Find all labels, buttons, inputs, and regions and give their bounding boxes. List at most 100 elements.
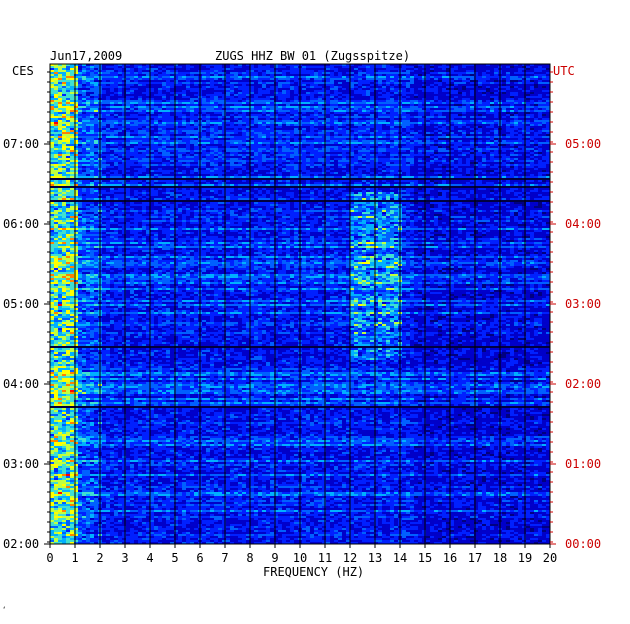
spectrogram-cell xyxy=(78,156,82,158)
spectrogram-cell xyxy=(230,126,234,128)
spectrogram-cell xyxy=(178,84,182,86)
spectrogram-cell xyxy=(130,154,134,156)
spectrogram-cell xyxy=(430,156,434,158)
spectrogram-cell xyxy=(158,118,162,120)
spectrogram-cell xyxy=(410,112,414,114)
spectrogram-cell xyxy=(402,116,406,118)
spectrogram-cell xyxy=(534,124,538,126)
spectrogram-cell xyxy=(266,132,270,134)
spectrogram-cell xyxy=(538,118,542,120)
spectrogram-cell xyxy=(90,74,94,76)
spectrogram-cell xyxy=(534,104,538,106)
spectrogram-cell xyxy=(62,96,66,98)
spectrogram-cell xyxy=(338,150,342,152)
spectrogram-cell xyxy=(150,128,154,130)
spectrogram-cell xyxy=(102,140,106,142)
spectrogram-cell xyxy=(302,112,306,114)
spectrogram-cell xyxy=(210,156,214,158)
spectrogram-cell xyxy=(214,138,218,140)
spectrogram-cell xyxy=(162,106,166,108)
spectrogram-cell xyxy=(402,132,406,134)
spectrogram-cell xyxy=(126,122,130,124)
spectrogram-cell xyxy=(158,138,162,140)
spectrogram-cell xyxy=(430,102,434,104)
spectrogram-cell xyxy=(158,146,162,148)
spectrogram-cell xyxy=(306,102,310,104)
spectrogram-cell xyxy=(62,124,66,126)
spectrogram-cell xyxy=(166,66,170,68)
spectrogram-cell xyxy=(494,72,498,74)
spectrogram-cell xyxy=(66,142,70,144)
spectrogram-cell xyxy=(66,78,70,80)
spectrogram-cell xyxy=(378,90,382,92)
spectrogram-cell xyxy=(190,114,194,116)
spectrogram-cell xyxy=(418,146,422,148)
spectrogram-cell xyxy=(414,72,418,74)
spectrogram-cell xyxy=(490,154,494,156)
spectrogram-cell xyxy=(82,106,86,108)
spectrogram-cell xyxy=(366,152,370,154)
spectrogram-cell xyxy=(130,76,134,78)
spectrogram-cell xyxy=(58,110,62,112)
spectrogram-cell xyxy=(158,90,162,92)
spectrogram-cell xyxy=(190,142,194,144)
spectrogram-cell xyxy=(90,156,94,158)
spectrogram-cell xyxy=(490,76,494,78)
spectrogram-cell xyxy=(370,130,374,132)
spectrogram-cell xyxy=(350,138,354,140)
spectrogram-cell xyxy=(358,112,362,114)
spectrogram-cell xyxy=(438,148,442,150)
spectrogram-cell xyxy=(502,72,506,74)
spectrogram-cell xyxy=(66,112,70,114)
spectrogram-cell xyxy=(54,108,58,110)
spectrogram-cell xyxy=(302,98,306,100)
spectrogram-cell xyxy=(146,74,150,76)
spectrogram-cell xyxy=(454,136,458,138)
spectrogram-cell xyxy=(190,134,194,136)
spectrogram-cell xyxy=(158,126,162,128)
spectrogram-cell xyxy=(346,128,350,130)
spectrogram-cell xyxy=(338,138,342,140)
spectrogram-cell xyxy=(438,138,442,140)
spectrogram-cell xyxy=(66,144,70,146)
spectrogram-cell xyxy=(338,102,342,104)
spectrogram-cell xyxy=(286,152,290,154)
spectrogram-cell xyxy=(58,116,62,118)
spectrogram-cell xyxy=(510,80,514,82)
spectrogram-cell xyxy=(442,126,446,128)
spectrogram-cell xyxy=(502,116,506,118)
spectrogram-cell xyxy=(410,156,414,158)
spectrogram-cell xyxy=(286,82,290,84)
spectrogram-cell xyxy=(338,82,342,84)
spectrogram-cell xyxy=(314,118,318,120)
spectrogram-cell xyxy=(370,136,374,138)
spectrogram-cell xyxy=(190,140,194,142)
spectrogram-cell xyxy=(450,146,454,148)
spectrogram-cell xyxy=(182,90,186,92)
spectrogram-cell xyxy=(106,108,110,110)
spectrogram-cell xyxy=(410,78,414,80)
spectrogram-cell xyxy=(230,68,234,70)
spectrogram-cell xyxy=(66,82,70,84)
spectrogram-cell xyxy=(242,128,246,130)
spectrogram-cell xyxy=(490,126,494,128)
spectrogram-cell xyxy=(158,150,162,152)
spectrogram-cell xyxy=(418,154,422,156)
spectrogram-cell xyxy=(506,88,510,90)
spectrogram-cell xyxy=(254,118,258,120)
spectrogram-cell xyxy=(214,86,218,88)
spectrogram-cell xyxy=(538,148,542,150)
spectrogram-cell xyxy=(138,146,142,148)
spectrogram-cell xyxy=(82,154,86,156)
spectrogram-cell xyxy=(62,78,66,80)
spectrogram-cell xyxy=(206,136,210,138)
spectrogram-cell xyxy=(546,142,550,144)
spectrogram-cell xyxy=(186,84,190,86)
spectrogram-cell xyxy=(350,134,354,136)
spectrogram-cell xyxy=(294,128,298,130)
spectrogram-cell xyxy=(386,106,390,108)
spectrogram-cell xyxy=(394,72,398,74)
spectrogram-cell xyxy=(262,130,266,132)
spectrogram-cell xyxy=(110,78,114,80)
spectrogram-cell xyxy=(338,154,342,156)
